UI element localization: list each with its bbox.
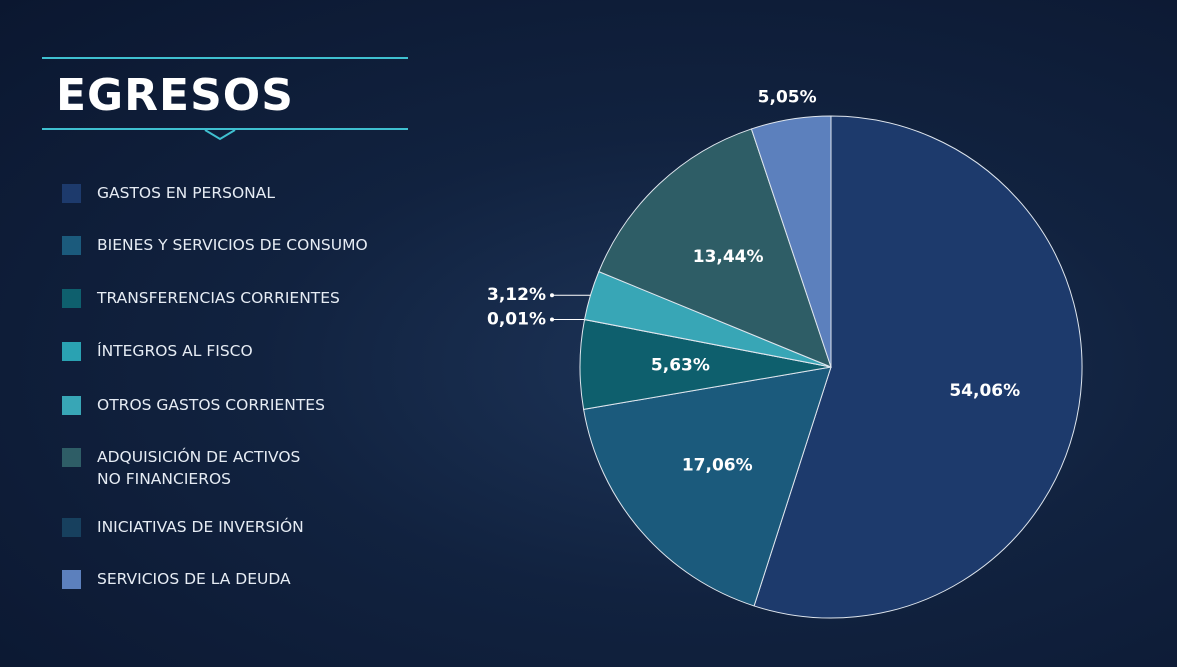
- leader-dot: [550, 293, 554, 297]
- legend-swatch: [62, 518, 81, 537]
- chart: 54,06% 17,06% 5,63% 0,01% 3,12% 13,44% 5,05%: [0, 0, 1177, 667]
- legend-item: INICIATIVAS DE INVERSIÓN: [62, 518, 402, 538]
- value-label: 5,63%: [651, 355, 710, 375]
- legend-swatch: [62, 342, 81, 361]
- legend-label: BIENES Y SERVICIOS DE CONSUMO: [97, 234, 368, 256]
- legend-swatch: [62, 570, 81, 589]
- legend-swatch: [62, 184, 81, 203]
- legend-swatch: [62, 289, 81, 308]
- legend-swatch: [62, 448, 81, 467]
- chevron: [205, 130, 235, 139]
- legend-item: BIENES Y SERVICIOS DE CONSUMO: [62, 236, 402, 256]
- legend-item: GASTOS EN PERSONAL: [62, 184, 402, 204]
- slide: EGRESOS 54,06%17,06%5,63%0,01%3,12%13,44…: [0, 0, 1177, 667]
- legend-label: ÍNTEGROS AL FISCO: [97, 340, 253, 362]
- legend-label: INICIATIVAS DE INVERSIÓN: [97, 516, 304, 538]
- value-label: 0,01%: [487, 310, 546, 330]
- legend-item: ÍNTEGROS AL FISCO: [62, 342, 402, 362]
- legend-label: OTROS GASTOS CORRIENTES: [97, 394, 325, 416]
- legend-item: ADQUISICIÓN DE ACTIVOS NO FINANCIEROS: [62, 448, 402, 490]
- legend-label: SERVICIOS DE LA DEUDA: [97, 568, 291, 590]
- legend-item: OTROS GASTOS CORRIENTES: [62, 396, 402, 416]
- legend-swatch: [62, 396, 81, 415]
- leader-dot: [550, 318, 554, 322]
- value-label: 13,44%: [693, 247, 764, 267]
- value-label: 3,12%: [487, 285, 546, 305]
- value-label: 54,06%: [949, 381, 1020, 401]
- legend-swatch: [62, 236, 81, 255]
- legend-label: ADQUISICIÓN DE ACTIVOS NO FINANCIEROS: [97, 446, 300, 490]
- value-label: 17,06%: [682, 456, 753, 476]
- value-label: 5,05%: [758, 88, 817, 108]
- legend-label: TRANSFERENCIAS CORRIENTES: [97, 287, 340, 309]
- legend-item: TRANSFERENCIAS CORRIENTES: [62, 289, 402, 309]
- legend-label: GASTOS EN PERSONAL: [97, 182, 275, 204]
- legend-item: SERVICIOS DE LA DEUDA: [62, 570, 402, 590]
